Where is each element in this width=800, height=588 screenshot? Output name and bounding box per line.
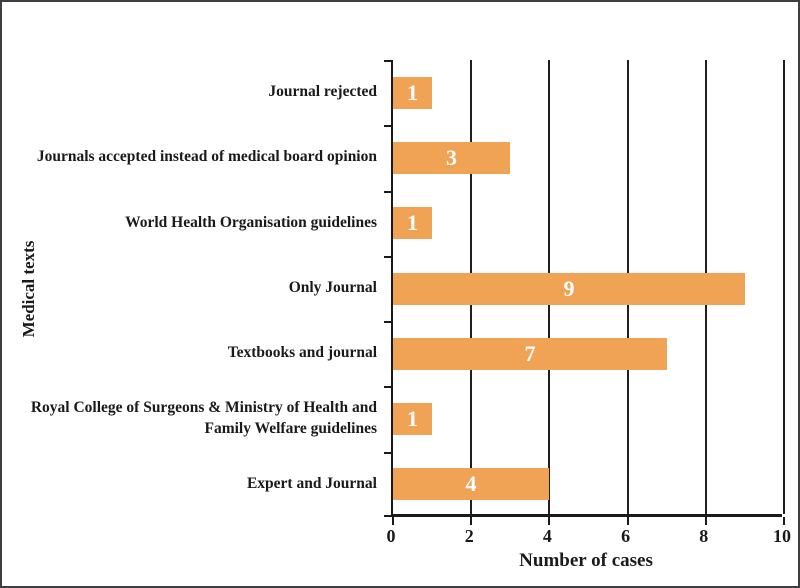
x-tick-label-10: 10	[773, 526, 791, 546]
x-tick-8	[704, 517, 707, 525]
y-tick-4	[384, 321, 391, 323]
bar-value-label-5: 1	[407, 406, 418, 431]
bar-value-label-6: 4	[465, 471, 477, 496]
bar-3: 9	[393, 273, 745, 305]
bar-1: 3	[393, 142, 510, 174]
category-label-0: Journal rejected	[268, 83, 377, 101]
bar-value-label-2: 1	[407, 210, 418, 235]
category-labels-container: Journal rejected Journals accepted instea…	[14, 60, 377, 517]
y-tick-7	[384, 515, 391, 517]
category-label-6: Expert and Journal	[246, 475, 377, 493]
y-tick-5	[384, 386, 391, 388]
bar-0: 1	[393, 77, 432, 109]
category-label-2: World Health Organisation guidelines	[125, 214, 377, 232]
x-tick-label-2: 2	[464, 526, 474, 546]
x-tick-6	[626, 517, 629, 525]
x-tick-label-4: 4	[542, 526, 552, 546]
y-tick-2	[384, 191, 391, 193]
x-tick-label-6: 6	[621, 526, 631, 546]
category-label-5: Royal College of Surgeons & Ministry of …	[30, 398, 377, 437]
category-label-1: Journals accepted instead of medical boa…	[36, 148, 377, 166]
x-tick-label-8: 8	[699, 526, 709, 546]
x-tick-2	[470, 517, 473, 525]
bar-5: 1	[393, 403, 432, 435]
plot-area: 1 3 1 9 7 1 4	[384, 60, 785, 525]
category-label-3: Only Journal	[288, 279, 377, 297]
bar-2: 1	[393, 207, 432, 239]
bar-value-label-4: 7	[524, 341, 536, 366]
bar-4: 7	[393, 338, 667, 370]
bar-value-label-1: 3	[446, 145, 457, 170]
bar-value-label-3: 9	[563, 276, 575, 301]
y-tick-0	[384, 60, 391, 62]
x-tick-0	[392, 517, 394, 525]
x-tick-label-0: 0	[386, 526, 396, 546]
x-tick-4	[548, 517, 551, 525]
bar-6: 4	[393, 468, 549, 500]
y-tick-1	[384, 125, 391, 127]
gridline-x-10	[783, 60, 785, 514]
x-tick-10	[783, 517, 785, 525]
y-tick-6	[384, 452, 391, 454]
bar-value-label-0: 1	[407, 80, 418, 105]
y-tick-3	[384, 256, 391, 258]
x-axis-title: Number of cases	[519, 550, 653, 571]
category-label-4: Textbooks and journal	[227, 344, 377, 362]
